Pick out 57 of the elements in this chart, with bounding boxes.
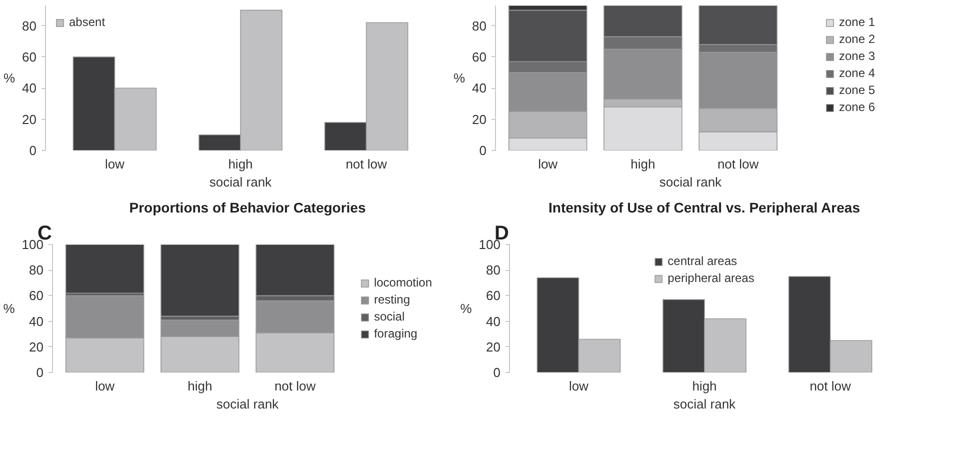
y-tick-label: 60: [22, 49, 37, 64]
legend-label: social: [374, 310, 405, 324]
bar: [65, 244, 144, 294]
legend-label: absent: [69, 15, 106, 29]
x-tick-label: low: [568, 378, 590, 394]
legend-label: zone 2: [838, 32, 875, 46]
y-tick-label: 20: [486, 339, 501, 354]
y-tick-label: 60: [486, 288, 501, 304]
y-axis-title: %: [453, 70, 466, 86]
legend-label: central areas: [668, 254, 738, 268]
chart-title: Proportions of Behavior Categories: [129, 200, 366, 216]
y-tick-label: 80: [29, 262, 44, 278]
y-axis-title: %: [460, 301, 472, 316]
x-tick-label: not low: [810, 378, 852, 394]
legend-label: zone 3: [838, 49, 875, 63]
y-tick-label: 40: [472, 80, 487, 96]
y-tick-label: 80: [486, 262, 501, 278]
y-tick-label: 80: [22, 18, 37, 34]
x-axis-title: social rank: [209, 174, 272, 190]
x-tick-label: low: [104, 156, 126, 172]
y-tick-label: 40: [29, 314, 44, 329]
legend-label: locomotion: [374, 276, 432, 290]
y-tick-label: 40: [486, 314, 501, 329]
x-tick-label: not low: [274, 378, 316, 394]
x-axis-title: social rank: [673, 396, 736, 412]
legend-label: zone 1: [838, 15, 875, 29]
y-tick-label: 0: [36, 365, 44, 380]
legend-label: resting: [374, 292, 410, 306]
x-tick-label: not low: [346, 156, 388, 172]
legend-label: foraging: [374, 326, 418, 340]
y-tick-label: 40: [22, 80, 37, 96]
y-tick-label: 80: [472, 18, 487, 34]
bar: [160, 244, 240, 317]
x-tick-label: high: [692, 378, 717, 394]
y-tick-label: 0: [493, 365, 501, 380]
x-tick-label: low: [538, 156, 558, 172]
y-tick-label: 0: [29, 143, 37, 158]
legend-label: zone 5: [838, 83, 875, 97]
y-tick-label: 20: [472, 112, 487, 127]
x-tick-label: high: [630, 156, 656, 172]
y-tick-label: 20: [29, 339, 44, 354]
x-tick-label: low: [95, 378, 116, 394]
y-tick-label: 60: [472, 49, 487, 64]
legend-label: zone 6: [838, 100, 875, 114]
y-tick-label: 20: [22, 112, 37, 127]
y-axis-title: %: [3, 301, 16, 316]
y-tick-label: 0: [479, 143, 487, 158]
x-axis-title: social rank: [216, 396, 280, 412]
x-tick-label: high: [228, 156, 253, 172]
chart-title: Intensity of Use of Central vs. Peripheral Areas: [548, 200, 860, 216]
y-axis-title: %: [3, 70, 16, 86]
x-tick-label: high: [188, 378, 212, 394]
x-tick-label: not low: [717, 156, 760, 172]
x-axis-title: social rank: [659, 174, 722, 190]
legend-label: zone 4: [838, 66, 875, 80]
legend-label: peripheral areas: [668, 271, 754, 285]
y-tick-label: 60: [29, 288, 44, 304]
